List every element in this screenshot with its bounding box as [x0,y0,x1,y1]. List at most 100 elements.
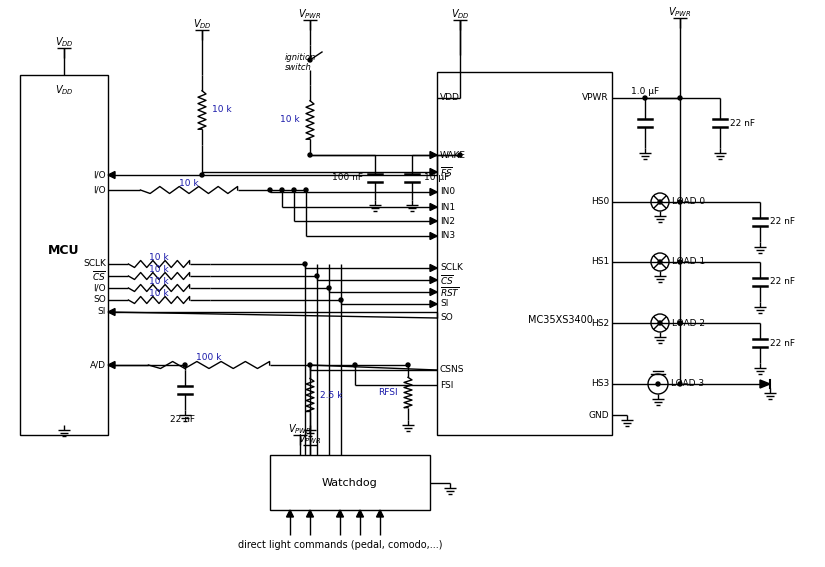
Text: CSNS: CSNS [440,366,464,374]
Text: SCLK: SCLK [83,260,106,269]
Text: $V_{PWR}$: $V_{PWR}$ [288,422,312,436]
Bar [437,72,612,435]
Text: LOAD 0: LOAD 0 [672,197,705,206]
Text: HS3: HS3 [591,379,609,388]
Text: $V_{PWR}$: $V_{PWR}$ [298,7,322,21]
Text: SI: SI [440,299,448,308]
Text: LOAD 1: LOAD 1 [672,257,705,266]
Text: SO: SO [93,295,106,304]
Text: HS0: HS0 [591,197,609,206]
Text: $V_{PWR}$: $V_{PWR}$ [298,432,322,446]
Circle shape [406,363,410,367]
Text: 22 nF: 22 nF [770,338,795,348]
Text: $V_{DD}$: $V_{DD}$ [54,83,73,97]
Circle shape [678,260,682,264]
Text: I/O: I/O [93,284,106,293]
Polygon shape [307,510,314,517]
Polygon shape [430,232,437,239]
Text: FSI: FSI [440,380,454,390]
Text: 100 nF: 100 nF [332,172,363,181]
Circle shape [658,260,662,264]
Text: 10 k: 10 k [212,105,232,115]
Text: 22 nF: 22 nF [171,416,196,425]
Polygon shape [430,204,437,210]
Circle shape [304,188,308,192]
Text: switch: switch [285,62,312,71]
Text: direct light commands (pedal, comodo,...): direct light commands (pedal, comodo,...… [238,540,442,550]
Circle shape [308,58,312,62]
Text: $\overline{FS}$: $\overline{FS}$ [440,165,453,179]
Text: IN3: IN3 [440,231,455,240]
Text: $V_{DD}$: $V_{DD}$ [54,35,73,49]
Circle shape [268,188,272,192]
Text: $\overline{RST}$: $\overline{RST}$ [440,285,460,299]
Polygon shape [430,277,437,284]
Text: IN2: IN2 [440,217,455,226]
Polygon shape [356,510,364,517]
Text: $\overline{CS}$: $\overline{CS}$ [440,273,454,287]
Polygon shape [430,264,437,272]
Text: 2.5 k: 2.5 k [320,391,342,400]
Circle shape [308,153,312,157]
Polygon shape [430,301,437,307]
Text: HS2: HS2 [591,319,609,328]
Text: HS1: HS1 [591,257,609,266]
Text: 10 k: 10 k [149,277,169,286]
Polygon shape [108,171,115,179]
Circle shape [656,382,660,386]
Text: IN1: IN1 [440,202,455,211]
Text: 100 k: 100 k [196,353,222,362]
Polygon shape [108,362,115,369]
Circle shape [183,363,187,367]
Polygon shape [760,380,770,388]
Text: 10 k: 10 k [149,264,169,273]
Circle shape [308,363,312,367]
Circle shape [200,173,204,177]
Circle shape [353,363,357,367]
Polygon shape [376,510,384,517]
Text: LOAD 3: LOAD 3 [671,379,704,388]
Text: VPWR: VPWR [582,94,609,103]
Polygon shape [430,289,437,295]
Circle shape [327,286,331,290]
Text: MCU: MCU [48,243,80,256]
Circle shape [303,262,307,266]
Circle shape [678,382,682,386]
Text: ignition: ignition [285,53,316,62]
Text: 10 k: 10 k [280,116,300,125]
Text: 22 nF: 22 nF [770,218,795,226]
Circle shape [280,188,284,192]
Text: WAKE: WAKE [440,150,466,159]
Polygon shape [430,151,437,159]
Text: RFSI: RFSI [379,388,398,397]
Circle shape [658,321,662,325]
Text: 10 k: 10 k [149,289,169,298]
Text: 22 nF: 22 nF [770,277,795,286]
Text: $V_{DD}$: $V_{DD}$ [192,17,211,31]
Text: 10 k: 10 k [149,252,169,261]
Text: GND: GND [588,411,609,420]
Circle shape [458,153,462,157]
Text: 10 k: 10 k [179,179,199,188]
Polygon shape [430,168,437,176]
Text: LOAD 2: LOAD 2 [672,319,705,328]
Text: MC35XS3400: MC35XS3400 [527,315,592,325]
Text: $V_{DD}$: $V_{DD}$ [450,7,469,21]
Bar [270,455,430,510]
Text: SCLK: SCLK [440,264,463,273]
Text: SI: SI [97,307,106,316]
Text: $V_{PWR}$: $V_{PWR}$ [668,5,692,19]
Polygon shape [430,218,437,225]
Polygon shape [337,510,343,517]
Circle shape [658,200,662,204]
Text: 10 μF: 10 μF [424,172,450,181]
Text: VDD: VDD [440,94,460,103]
Circle shape [643,96,647,100]
Circle shape [678,96,682,100]
Text: $\overline{CS}$: $\overline{CS}$ [92,269,106,283]
Polygon shape [286,510,294,517]
Text: 22 nF: 22 nF [730,119,755,128]
Text: 1.0 μF: 1.0 μF [631,87,659,95]
Text: IN0: IN0 [440,188,455,197]
Polygon shape [430,188,437,196]
